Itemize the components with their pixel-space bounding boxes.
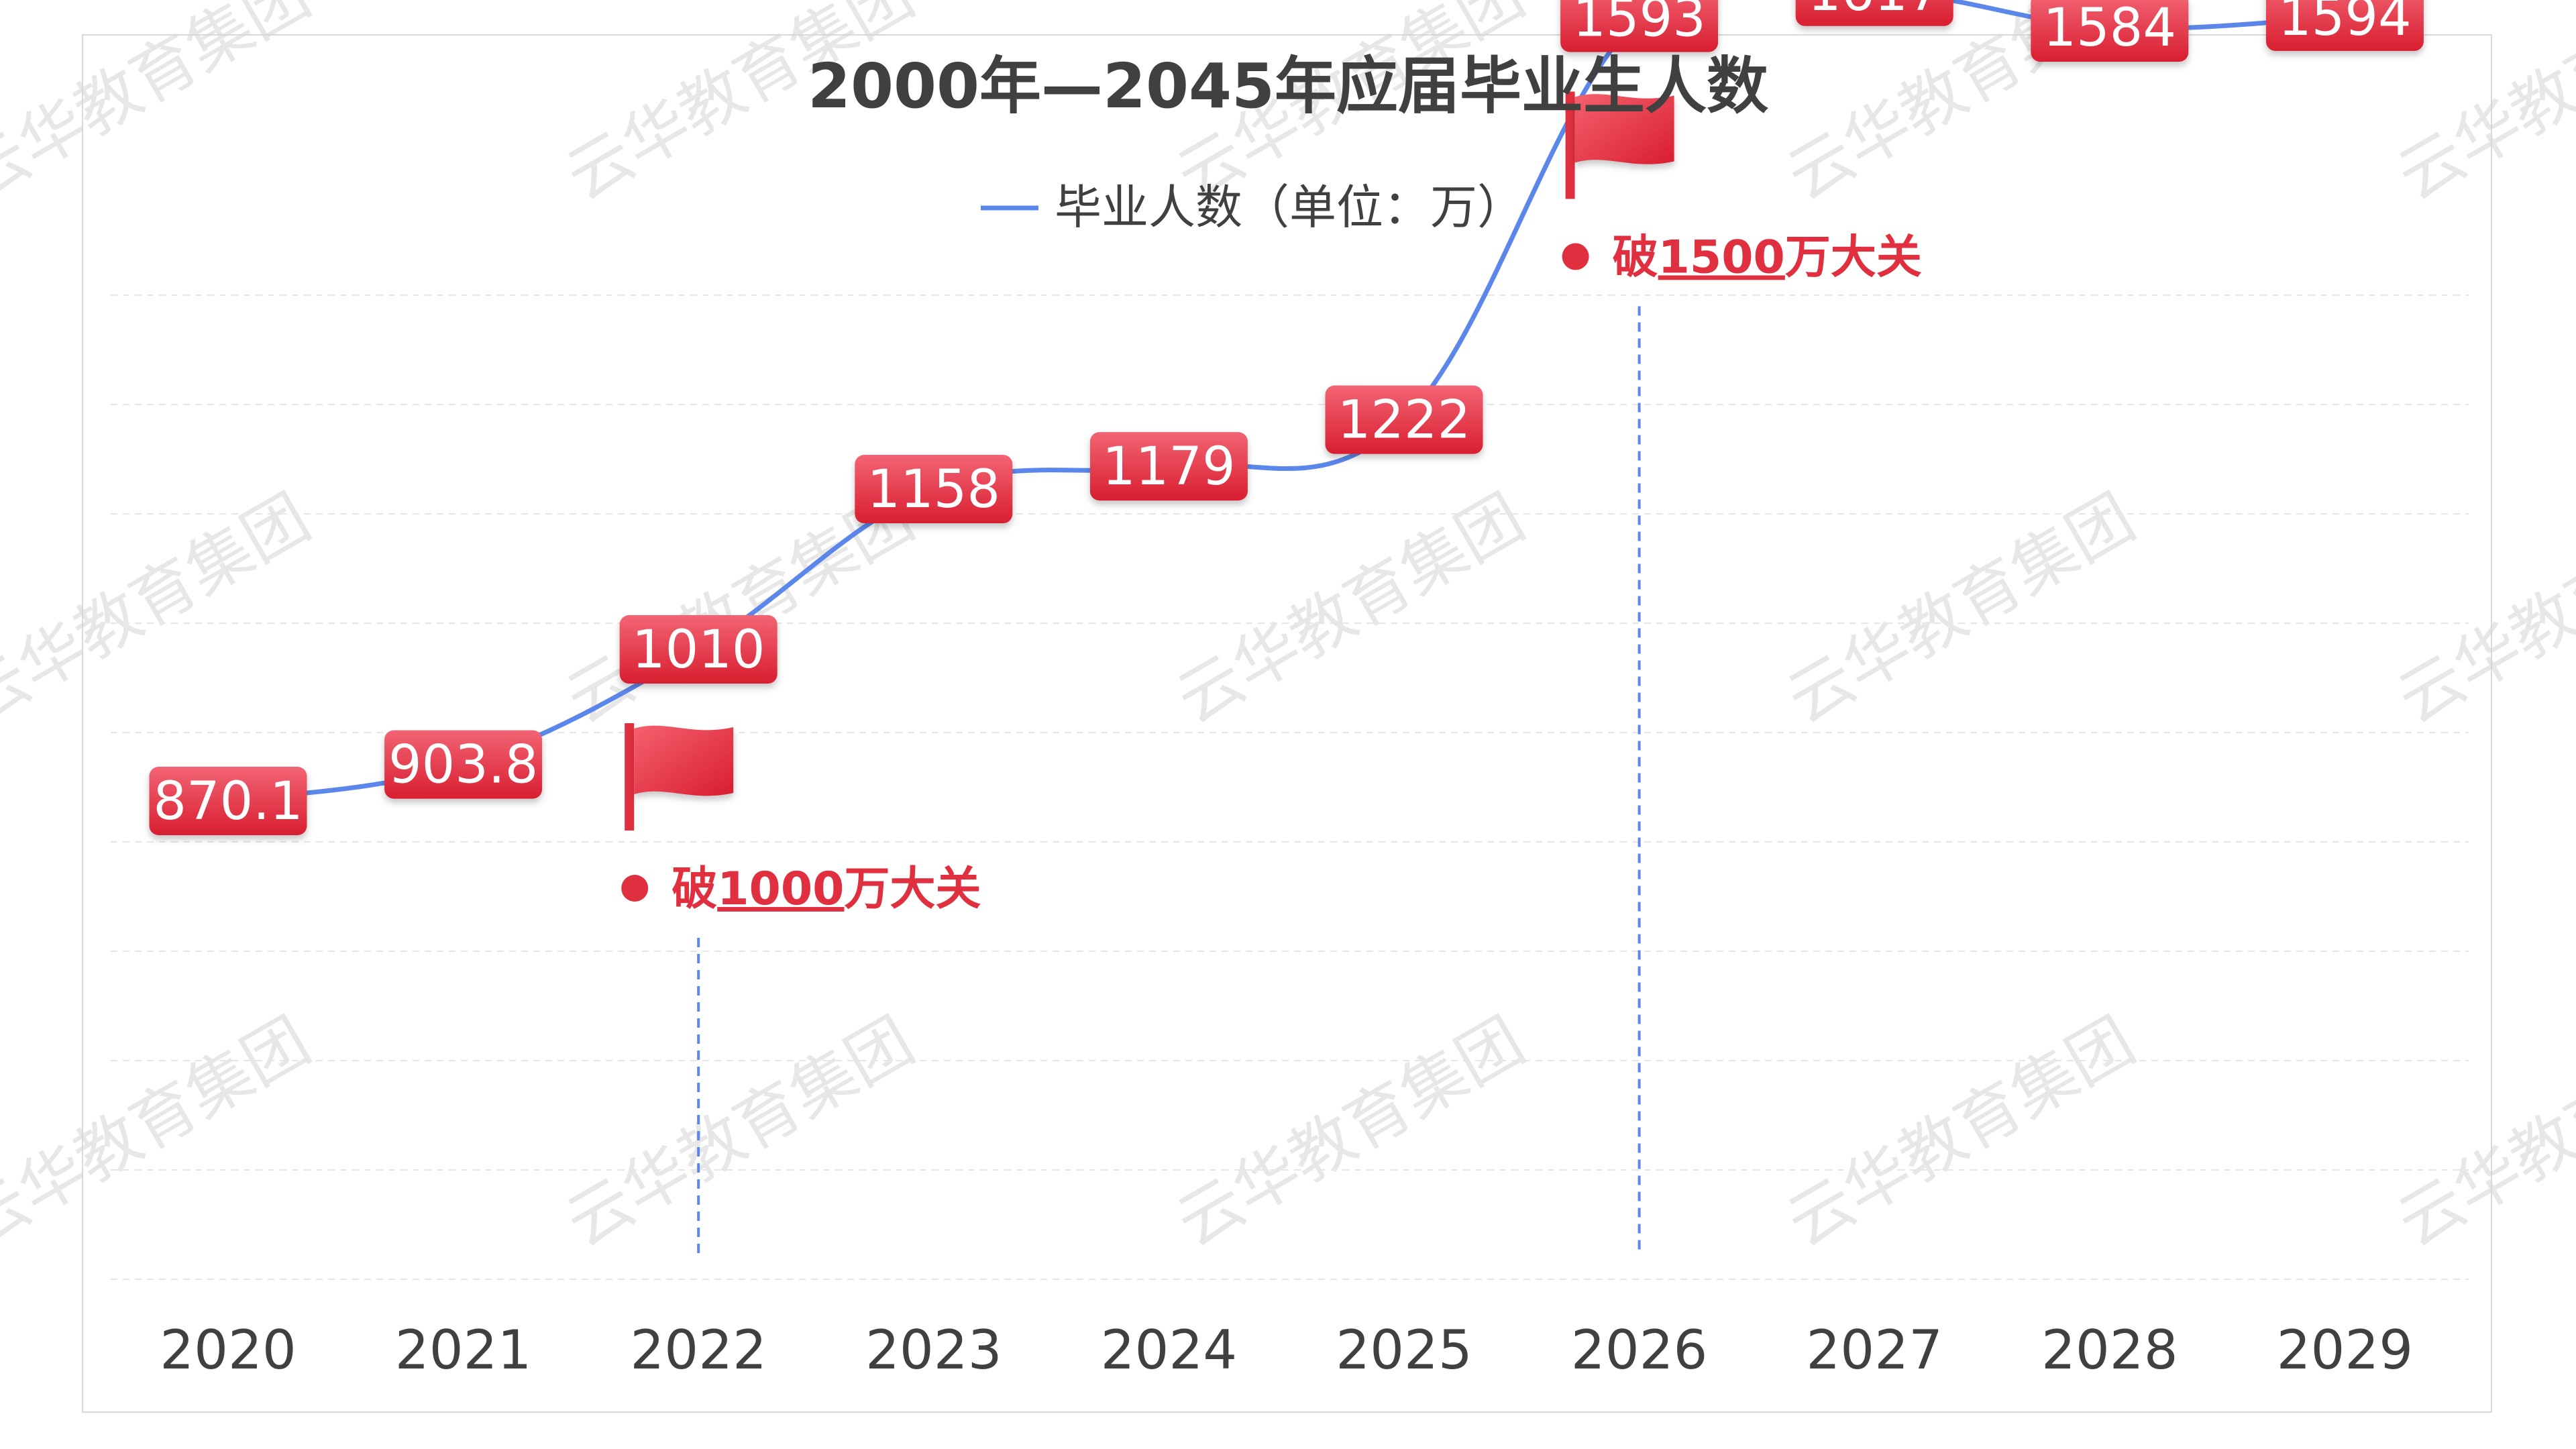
data-label: 903.8 [384,730,543,799]
chart-frame [82,34,2492,1413]
data-label: 1222 [1325,385,1483,454]
svg-text:1222: 1222 [1338,390,1471,451]
svg-text:1179: 1179 [1102,437,1236,497]
svg-text:903.8: 903.8 [388,735,538,796]
svg-text:1584: 1584 [2043,0,2177,58]
watermark-text: 云华教育集团 [0,1003,322,1261]
x-tick-label: 2026 [1571,1319,1708,1381]
data-label: 870.1 [149,767,307,835]
series-line [227,0,2345,804]
data-label: 1010 [619,615,777,684]
data-labels: 870.1 903.8 1010 1158 1179 1222 1593 1617 1584 15… [149,0,2424,835]
svg-text:870.1: 870.1 [153,771,303,832]
annotation-dot [1562,243,1589,270]
x-tick-label: 2022 [630,1319,767,1381]
data-label: 1617 [1795,0,1953,26]
data-label: 1594 [2265,0,2424,51]
annotation-flags: 破1000万大关 破1500万大关 [621,91,1922,916]
x-tick-label: 2020 [160,1319,297,1381]
svg-text:1593: 1593 [1572,0,1706,49]
annotation-lines [697,306,1641,1254]
annotation-text: 破1500万大关 [1613,231,1922,284]
svg-text:1158: 1158 [867,460,1001,520]
data-label: 1584 [2031,0,2189,62]
watermark-text: 云华教育集团 [2385,1003,2576,1261]
data-label: 1593 [1560,0,1719,52]
watermark-text: 云华教育集团 [0,480,322,738]
annotation-text: 破1000万大关 [672,863,981,916]
watermark-text: 云华教育集团 [1165,480,1537,738]
legend: 毕业人数（单位：万） [981,180,1524,235]
x-tick-label: 2029 [2277,1319,2414,1381]
x-axis-ticks: 2020 2021 2022 2023 2024 2025 2026 2027 2028 2029 [160,1319,2413,1381]
flag-icon [625,723,734,831]
legend-label: 毕业人数（单位：万） [1055,180,1524,235]
data-label: 1179 [1089,432,1248,501]
x-tick-label: 2025 [1336,1319,1472,1381]
chart-title: 2000年—2045年应届毕业生人数 [808,50,1768,122]
x-tick-label: 2023 [865,1319,1002,1381]
watermark-text: 云华教育集团 [0,0,322,215]
watermark-text: 云华教育集团 [554,1003,926,1261]
flag-icon [1565,91,1674,199]
x-tick-label: 2027 [1806,1319,1943,1381]
svg-text:1617: 1617 [1808,0,1941,23]
data-label: 1158 [855,455,1013,524]
watermark-text: 云华教育集团 [1165,1003,1537,1261]
watermark-text: 云华教育集团 [1775,480,2147,738]
svg-text:1594: 1594 [2278,0,2412,48]
annotation-dot [621,875,649,902]
svg-text:1010: 1010 [632,620,765,680]
x-tick-label: 2024 [1101,1319,1238,1381]
watermark-text: 云华教育集团 [1775,1003,2147,1261]
watermark-text: 云华教育集团 [2385,480,2576,738]
x-tick-label: 2028 [2041,1319,2178,1381]
x-tick-label: 2021 [395,1319,532,1381]
